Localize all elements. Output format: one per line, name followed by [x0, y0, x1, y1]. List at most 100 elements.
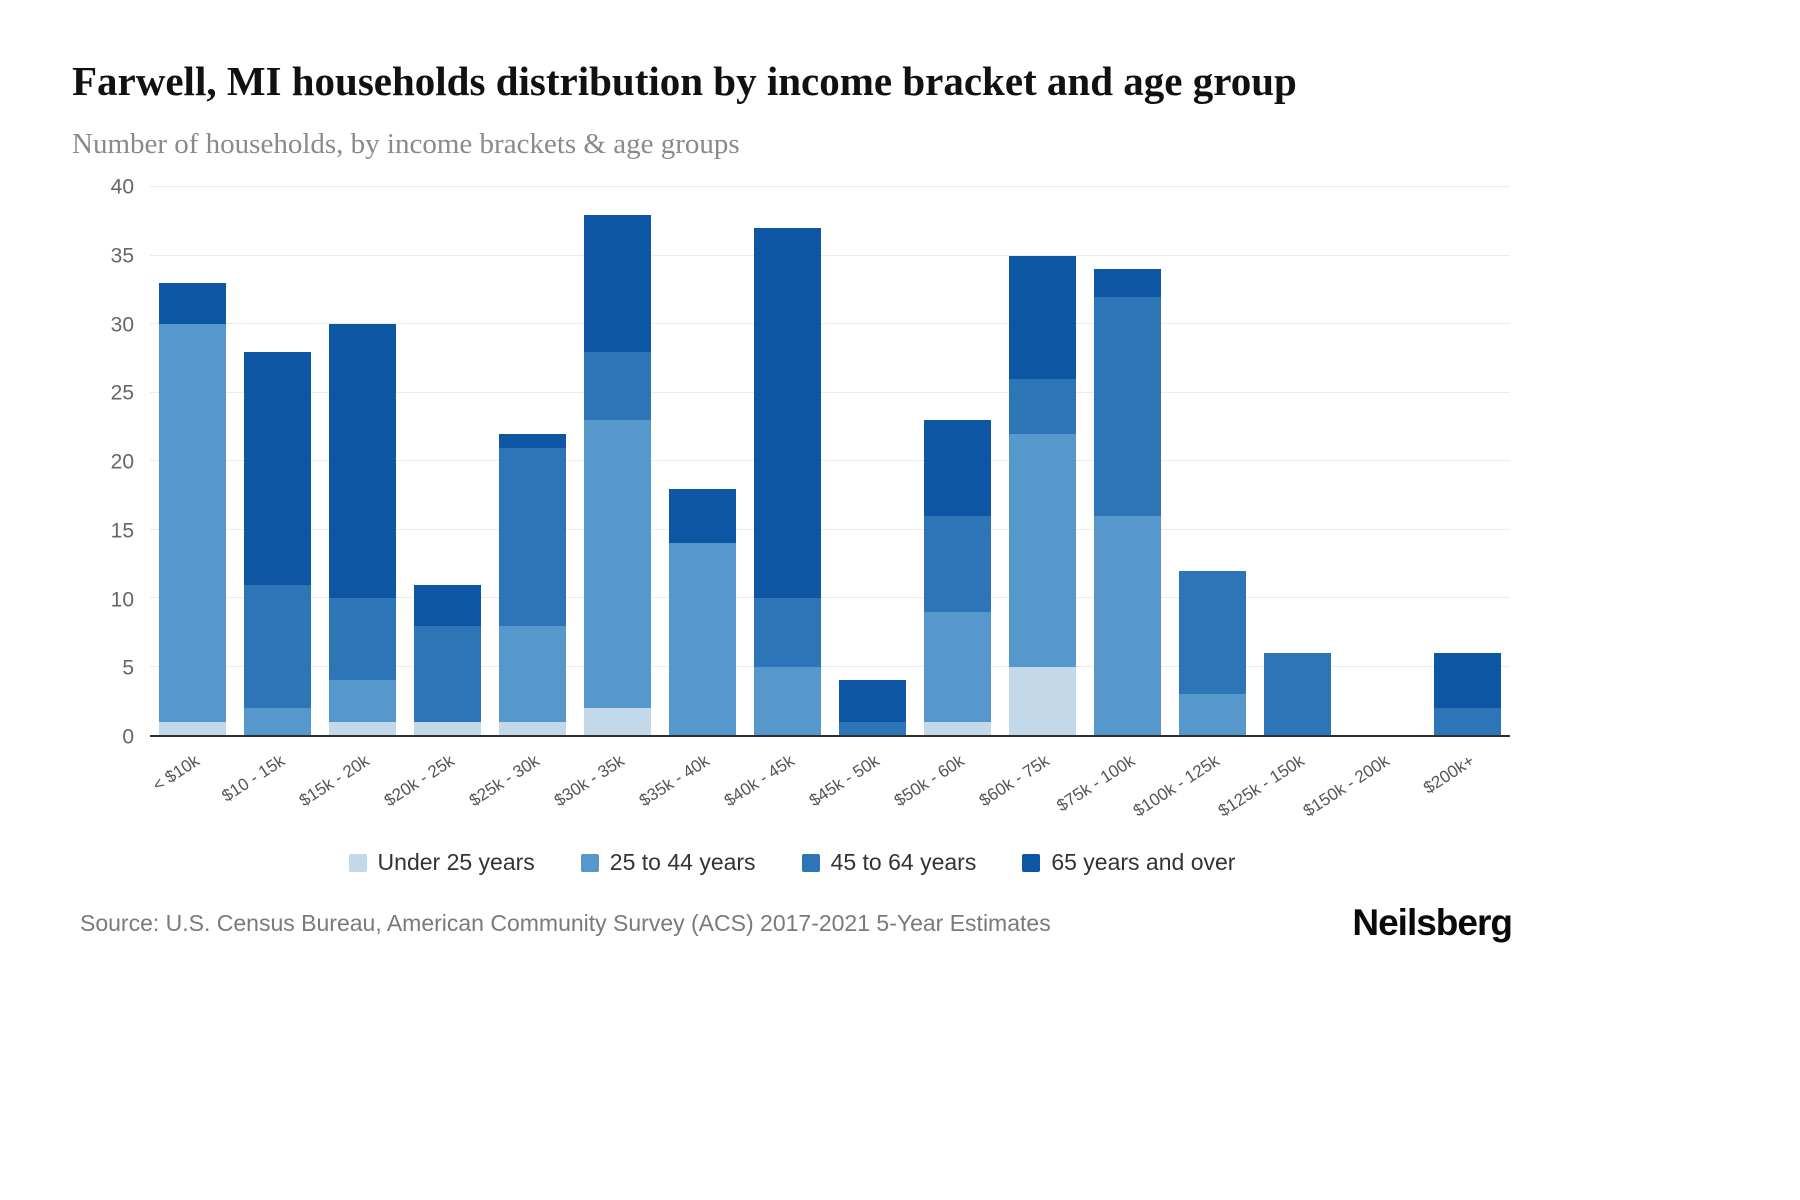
- bar-segment: [414, 584, 481, 626]
- bar-segment: [924, 721, 991, 736]
- y-tick-label: 15: [110, 519, 134, 543]
- legend-item: 45 to 64 years: [801, 849, 977, 876]
- y-tick-label: 10: [110, 588, 134, 612]
- bar-segment: [754, 598, 821, 667]
- bar-segment: [924, 611, 991, 722]
- bar: [924, 187, 991, 736]
- y-tick-label: 35: [110, 244, 134, 268]
- source-text: Source: U.S. Census Bureau, American Com…: [80, 909, 1051, 936]
- bar: [584, 187, 651, 736]
- footer: Source: U.S. Census Bureau, American Com…: [72, 902, 1513, 944]
- bar-segment: [244, 707, 311, 736]
- bar-segment: [1264, 653, 1331, 736]
- bar: [839, 187, 906, 736]
- bar: [159, 187, 226, 736]
- bar-segment: [499, 625, 566, 722]
- bar-segment: [159, 324, 226, 722]
- bar-segment: [839, 721, 906, 736]
- gridline: [150, 528, 1510, 530]
- bar: [1179, 187, 1246, 736]
- legend-item: Under 25 years: [348, 849, 535, 876]
- bar-segment: [499, 433, 566, 448]
- legend-label: 45 to 64 years: [830, 849, 977, 876]
- bar-segment: [1094, 296, 1161, 517]
- bar-segment: [1434, 707, 1501, 736]
- bar-segment: [1179, 570, 1246, 695]
- legend-label: 25 to 44 years: [609, 849, 756, 876]
- gridline: [150, 186, 1510, 188]
- chart-subtitle: Number of households, by income brackets…: [72, 128, 740, 161]
- y-tick-label: 0: [122, 725, 134, 749]
- legend-item: 25 to 44 years: [580, 849, 756, 876]
- y-tick-label: 25: [110, 381, 134, 405]
- bar: [1009, 187, 1076, 736]
- bar-segment: [244, 584, 311, 708]
- legend-swatch: [580, 853, 599, 872]
- bar-segment: [329, 324, 396, 599]
- bar-segment: [244, 351, 311, 585]
- bar-segment: [584, 214, 651, 352]
- y-tick-label: 30: [110, 313, 134, 337]
- bar: [669, 187, 736, 736]
- bar-segment: [754, 228, 821, 599]
- bar: [1349, 187, 1415, 735]
- bar-segment: [669, 488, 736, 544]
- bar: [1094, 187, 1161, 736]
- y-tick-label: 5: [122, 656, 134, 680]
- bar-segment: [159, 721, 226, 736]
- bar: [244, 187, 311, 736]
- bar-segment: [499, 721, 566, 736]
- bar-segment: [1434, 653, 1501, 708]
- neilsberg-logo: Neilsberg: [1352, 902, 1513, 944]
- bar-segment: [839, 680, 906, 722]
- bar: [329, 187, 396, 736]
- bar: [1264, 187, 1331, 736]
- legend-swatch: [801, 853, 820, 872]
- legend-swatch: [1022, 853, 1041, 872]
- bar-segment: [1094, 516, 1161, 736]
- bar: [1434, 187, 1501, 736]
- legend-label: 65 years and over: [1051, 849, 1236, 876]
- bar-segment: [414, 721, 481, 736]
- plot-area: [150, 186, 1510, 738]
- bar-segment: [1009, 666, 1076, 736]
- legend-label: Under 25 years: [377, 849, 535, 876]
- y-axis: 0 5 10 15 20 25 30 35 40: [72, 177, 134, 748]
- bar-segment: [924, 420, 991, 517]
- legend: Under 25 years 25 to 44 years 45 to 64 yea…: [72, 849, 1512, 876]
- bar-segment: [1009, 255, 1076, 380]
- bar: [754, 187, 821, 736]
- bar-segment: [1179, 694, 1246, 736]
- bar-segment: [584, 351, 651, 421]
- gridline: [150, 391, 1510, 393]
- bar-segment: [329, 721, 396, 736]
- bar-segment: [1094, 269, 1161, 297]
- legend-swatch: [348, 853, 367, 872]
- bar-segment: [924, 516, 991, 612]
- y-tick-label: 20: [110, 450, 134, 474]
- gridline: [150, 665, 1510, 667]
- legend-item: 65 years and over: [1022, 849, 1235, 876]
- gridline: [150, 597, 1510, 599]
- chart: 0 5 10 15 20 25 30 35 40 < $10k $10 - 15k $15k - 2…: [72, 177, 1512, 876]
- bar-segment: [584, 707, 651, 736]
- bar: [499, 187, 566, 736]
- x-axis: < $10k $10 - 15k $15k - 20k $20k - 25k $25k …: [149, 751, 1478, 821]
- bar-segment: [584, 420, 651, 708]
- bar-segment: [1009, 433, 1076, 667]
- bar-segment: [159, 283, 226, 325]
- bar-segment: [754, 666, 821, 736]
- bar-segment: [669, 543, 736, 736]
- chart-title: Farwell, MI households distribution by i…: [72, 58, 1297, 104]
- bar-segment: [1009, 379, 1076, 434]
- bar-segment: [329, 598, 396, 681]
- bar-segment: [414, 625, 481, 722]
- bar-segment: [329, 680, 396, 722]
- gridline: [150, 323, 1510, 325]
- y-tick-label: 40: [110, 175, 134, 199]
- gridline: [150, 254, 1510, 256]
- gridline: [150, 460, 1510, 462]
- plot-wrap: 0 5 10 15 20 25 30 35 40: [111, 177, 1512, 748]
- bar: [414, 187, 481, 736]
